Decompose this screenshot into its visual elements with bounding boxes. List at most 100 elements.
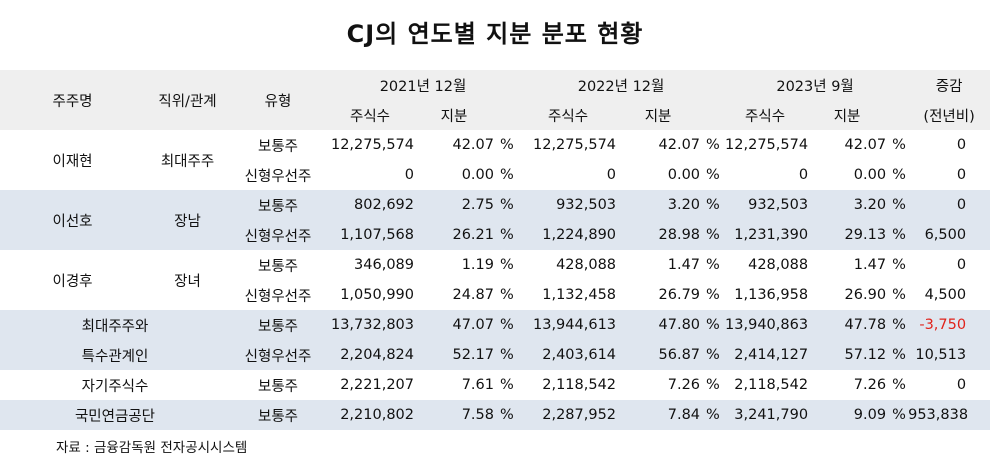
stake-2023: 1.47 <box>853 257 887 273</box>
stake-2023: 7.26 <box>853 377 887 393</box>
shareholder-relation: 최대주주 <box>160 153 215 170</box>
stake-2021: 2.75 <box>414 190 494 220</box>
pct-sign: % <box>494 220 521 250</box>
header-stake: 지분 <box>616 100 701 130</box>
table-row: 국민연금공단 보통주 2,210,802 7.58 % 2,287,952 7.… <box>0 400 990 430</box>
shares-2022: 428,088 <box>556 257 617 273</box>
pct-sign: % <box>500 377 514 393</box>
stock-type: 신형우선주 <box>244 288 312 305</box>
shares-2022: 1,224,890 <box>520 220 617 250</box>
stake-2021: 24.87 <box>452 287 494 303</box>
shares-2021: 1,107,568 <box>326 220 414 250</box>
header-row-1: 주주명 직위/관계 유형 2021년 12월 2022년 12월 2023년 9… <box>0 70 990 130</box>
pct-sign: % <box>500 167 514 183</box>
header-row-2: 주식수 지분 주식수 지분 주식수 지분 (전년비) <box>0 100 990 130</box>
change-value: 6,500 <box>908 220 990 250</box>
shareholder-name: 이재현 <box>52 153 93 170</box>
pct-sign: % <box>500 137 514 153</box>
change-value: 0 <box>956 377 967 393</box>
shares-2021: 2,204,824 <box>326 340 414 370</box>
shares-2022: 2,118,542 <box>542 377 617 393</box>
shares-2022: 932,503 <box>520 190 617 220</box>
stake-2021: 47.07 <box>414 310 494 340</box>
pct-sign: % <box>886 340 909 370</box>
stake-2023: 0.00 <box>853 167 887 183</box>
stake-2021: 1.19 <box>461 257 494 273</box>
header-change-1: 증감 <box>908 70 990 100</box>
shareholder-name: 이선호 <box>0 190 145 250</box>
stake-2022: 42.07 <box>658 137 701 153</box>
stock-type: 보통주 <box>257 138 299 155</box>
table-row: 특수관계인 신형우선주 2,204,824 52.17 % 2,403,614 … <box>0 340 990 370</box>
shareholder-name: 이경후 <box>52 273 93 290</box>
stake-2021: 0.00 <box>461 167 494 183</box>
shares-2022: 2,403,614 <box>520 340 617 370</box>
pct-sign: % <box>700 340 723 370</box>
header-period-2023: 2023년 9월 <box>722 70 909 100</box>
pct-sign: % <box>700 220 723 250</box>
header-shares: 주식수 <box>520 100 617 130</box>
pct-sign: % <box>494 310 521 340</box>
pct-sign: % <box>886 220 909 250</box>
change-value: 0 <box>956 137 967 153</box>
shares-2021: 12,275,574 <box>330 137 414 153</box>
pct-sign: % <box>892 167 906 183</box>
shareholder-name: 특수관계인 <box>0 340 230 370</box>
pct-sign: % <box>706 287 720 303</box>
shares-2023: 1,136,958 <box>734 287 809 303</box>
stock-type: 신형우선주 <box>230 220 326 250</box>
pct-sign: % <box>700 400 723 430</box>
stake-2022: 3.20 <box>616 190 701 220</box>
pct-sign: % <box>706 377 720 393</box>
shares-2021: 2,221,207 <box>340 377 414 393</box>
pct-sign: % <box>892 137 906 153</box>
change-value: 0 <box>956 257 967 273</box>
pct-sign: % <box>886 310 909 340</box>
pct-sign: % <box>892 287 906 303</box>
header-name: 주주명 <box>0 70 145 130</box>
table-row: 이재현 최대주주 보통주 12,275,574 42.07 % 12,275,5… <box>0 130 990 170</box>
change-value: 4,500 <box>924 287 967 303</box>
shares-2022: 2,287,952 <box>520 400 617 430</box>
shares-2023: 13,940,863 <box>722 310 809 340</box>
stake-2021: 42.07 <box>452 137 494 153</box>
shares-2023: 0 <box>798 167 809 183</box>
shareholding-table: 주주명 직위/관계 유형 2021년 12월 2022년 12월 2023년 9… <box>0 70 990 430</box>
stake-2023: 42.07 <box>844 137 887 153</box>
pct-sign: % <box>706 167 720 183</box>
change-value: 0 <box>908 190 990 220</box>
stock-type: 보통주 <box>257 378 299 395</box>
pct-sign: % <box>494 340 521 370</box>
shares-2021: 2,210,802 <box>326 400 414 430</box>
table-row: 신형우선주 0 0.00 % 0 0.00 % 0 0.00 % 0 <box>0 160 990 190</box>
stake-2022: 47.80 <box>616 310 701 340</box>
header-period-2022: 2022년 12월 <box>520 70 723 100</box>
table-row: 최대주주와 보통주 13,732,803 47.07 % 13,944,613 … <box>0 310 990 340</box>
pct-sign: % <box>494 190 521 220</box>
pct-sign: % <box>700 310 723 340</box>
stake-2021: 7.61 <box>461 377 494 393</box>
stake-2022: 28.98 <box>616 220 701 250</box>
table-row: 신형우선주 1,107,568 26.21 % 1,224,890 28.98 … <box>0 220 990 250</box>
shareholder-name: 최대주주와 <box>0 310 230 340</box>
shares-2023: 428,088 <box>748 257 809 273</box>
shares-2023: 2,414,127 <box>722 340 809 370</box>
change-value: 10,513 <box>908 340 990 370</box>
stake-2022: 7.84 <box>616 400 701 430</box>
stake-2021: 52.17 <box>414 340 494 370</box>
stock-type: 보통주 <box>257 258 299 275</box>
pct-sign: % <box>706 257 720 273</box>
shares-2022: 12,275,574 <box>533 137 617 153</box>
shares-2021: 802,692 <box>326 190 414 220</box>
shareholder-name: 자기주식수 <box>81 378 149 395</box>
shares-2022: 1,132,458 <box>542 287 617 303</box>
change-value: 953,838 <box>908 400 990 430</box>
header-stake: 지분 <box>414 100 494 130</box>
pct-sign: % <box>892 377 906 393</box>
stake-2023: 47.78 <box>808 310 887 340</box>
stake-2023: 9.09 <box>808 400 887 430</box>
header-shares: 주식수 <box>326 100 414 130</box>
shareholder-relation: 장녀 <box>174 273 201 290</box>
stake-2022: 26.79 <box>658 287 701 303</box>
stock-type: 신형우선주 <box>230 340 326 370</box>
